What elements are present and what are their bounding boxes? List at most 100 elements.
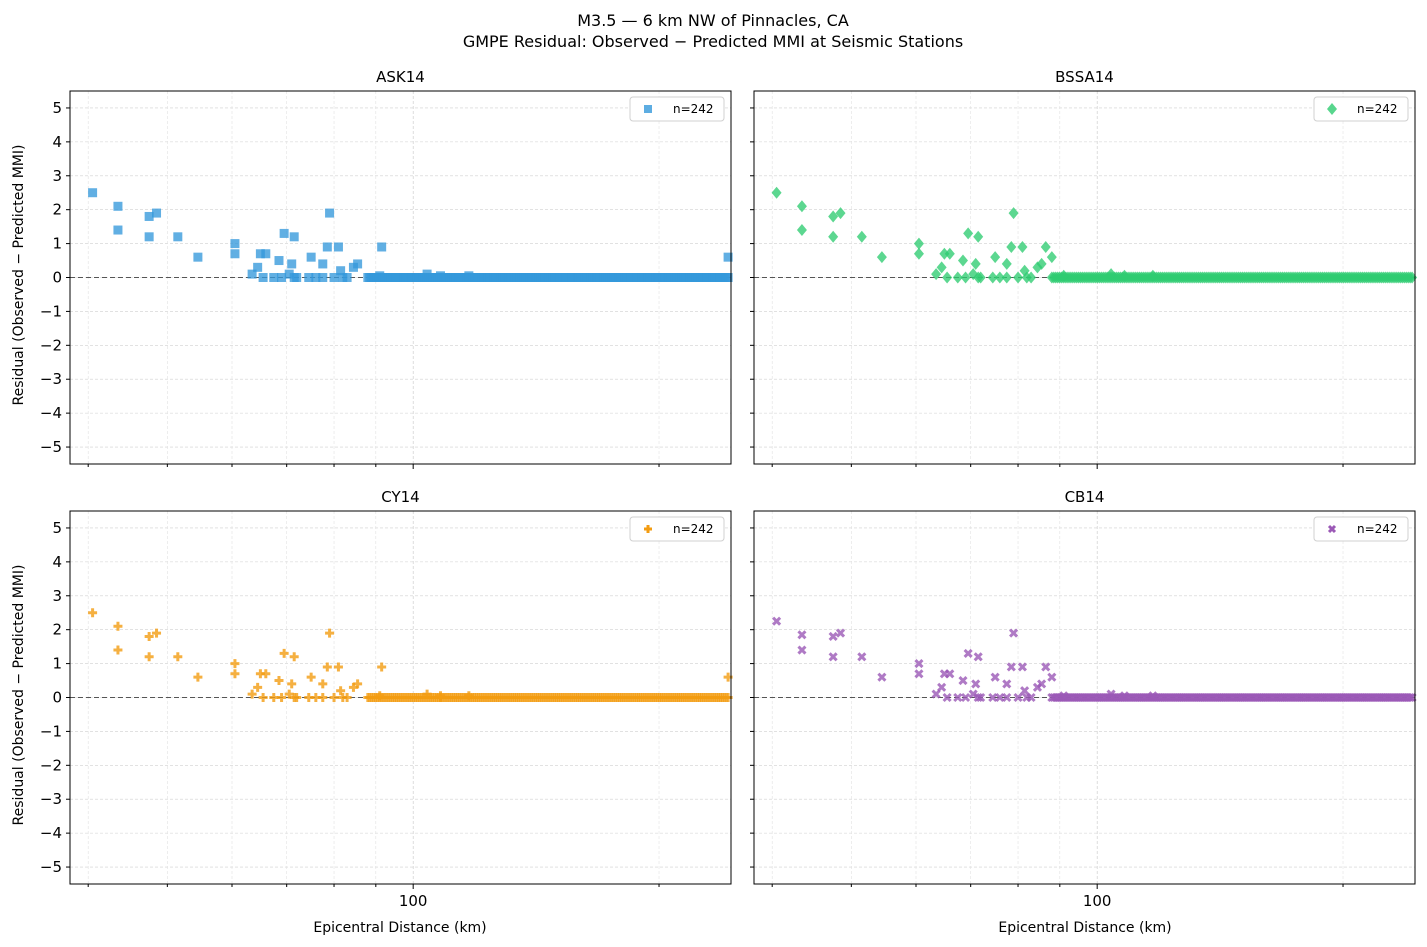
data-point: [957, 254, 968, 267]
panel-cy14: CY14 −5 −4 −3 −2 −1 0 1 2 3 4 5 100 n=242: [40, 488, 733, 910]
data-point: [274, 676, 284, 686]
data-point: [1040, 240, 1051, 253]
data-point: [914, 669, 924, 679]
data-point: [230, 669, 240, 679]
data-point: [287, 679, 297, 689]
figure-subtitle: GMPE Residual: Observed − Predicted MMI …: [463, 32, 963, 51]
data-point: [1002, 679, 1012, 689]
panel-title: BSSA14: [1055, 68, 1114, 86]
data-point: [1119, 269, 1130, 282]
data-point: [723, 252, 733, 262]
legend-label: n=242: [1357, 102, 1398, 116]
data-point: [797, 630, 807, 640]
x-axis-label-left: Epicentral Distance (km): [313, 920, 486, 936]
data-point: [913, 237, 924, 250]
data-point: [937, 682, 947, 692]
data-point: [284, 689, 294, 699]
data-point: [325, 628, 335, 638]
data-point: [796, 224, 807, 237]
legend-marker: [644, 525, 652, 533]
data-point: [375, 691, 385, 701]
data-point: [255, 249, 265, 259]
data-point: [1037, 679, 1047, 689]
data-point: [1008, 207, 1019, 220]
data-point: [230, 249, 240, 259]
x-axis-label-right: Epicentral Distance (km): [998, 920, 1171, 936]
data-point: [1006, 240, 1017, 253]
data-point: [258, 693, 268, 702]
data-point: [828, 631, 838, 642]
data-point: [336, 266, 346, 276]
y-tick-label: −5: [40, 438, 62, 456]
legend-box: [629, 516, 725, 542]
data-point: [277, 273, 287, 282]
data-point: [877, 672, 887, 682]
data-point: [88, 188, 98, 198]
data-point: [311, 273, 321, 282]
y-tick-label: 5: [52, 99, 62, 117]
data-point: [931, 689, 941, 699]
y-tick-label: 5: [52, 519, 62, 537]
data-point: [936, 261, 947, 274]
y-tick-label: 2: [52, 201, 62, 219]
data-point: [289, 652, 299, 662]
data-point: [1147, 269, 1158, 282]
data-point: [306, 252, 316, 262]
data-point: [914, 659, 924, 669]
y-tick-label: −4: [40, 824, 62, 842]
panel-title: CY14: [381, 488, 419, 506]
data-point: [279, 228, 289, 238]
data-point: [269, 693, 279, 702]
data-point: [1119, 691, 1130, 701]
data-point: [944, 247, 955, 260]
data-point: [1013, 271, 1024, 284]
y-axis-label-top: Residual (Observed − Predicted MMI): [11, 145, 27, 406]
figure-title: M3.5 — 6 km NW of Pinnacles, CA: [577, 11, 849, 30]
data-point: [987, 271, 998, 284]
x-tick-label: 100: [399, 892, 428, 910]
legend-label: n=242: [1357, 522, 1398, 536]
data-point: [973, 230, 984, 243]
panel-cb14: CB14 100 n=242: [750, 488, 1417, 910]
data-point: [152, 208, 162, 218]
data-point: [828, 230, 839, 243]
data-point: [828, 210, 839, 223]
data-point: [952, 271, 963, 284]
data-point: [289, 232, 299, 242]
data-point: [796, 200, 807, 213]
data-point: [253, 262, 263, 272]
data-point: [325, 208, 335, 218]
data-point: [144, 232, 154, 242]
y-tick-label: −1: [40, 302, 62, 320]
y-tick-label: −5: [40, 858, 62, 876]
data-point: [856, 230, 867, 243]
data-point: [1001, 257, 1012, 270]
data-point: [994, 271, 1005, 284]
data-point: [422, 269, 432, 279]
data-point: [857, 652, 867, 662]
data-point: [336, 686, 346, 696]
legend: n=242: [1313, 516, 1409, 542]
data-point: [723, 273, 733, 282]
data-point: [942, 271, 953, 284]
data-point: [375, 271, 385, 281]
data-point: [970, 257, 981, 270]
legend-box: [1313, 516, 1409, 542]
data-point: [958, 675, 968, 686]
data-point: [274, 256, 284, 266]
data-point: [1047, 672, 1057, 682]
data-point: [329, 693, 339, 702]
data-point: [1036, 257, 1047, 270]
legend-marker: [1327, 103, 1337, 115]
legend-marker: [1327, 524, 1337, 534]
legend-marker: [644, 105, 652, 113]
data-point: [342, 693, 352, 702]
legend: n=242: [629, 96, 725, 122]
data-point: [247, 269, 257, 279]
data-point: [1026, 692, 1036, 703]
legend: n=242: [629, 516, 725, 542]
data-point: [353, 259, 363, 269]
data-point: [292, 693, 302, 702]
data-point: [973, 652, 983, 662]
